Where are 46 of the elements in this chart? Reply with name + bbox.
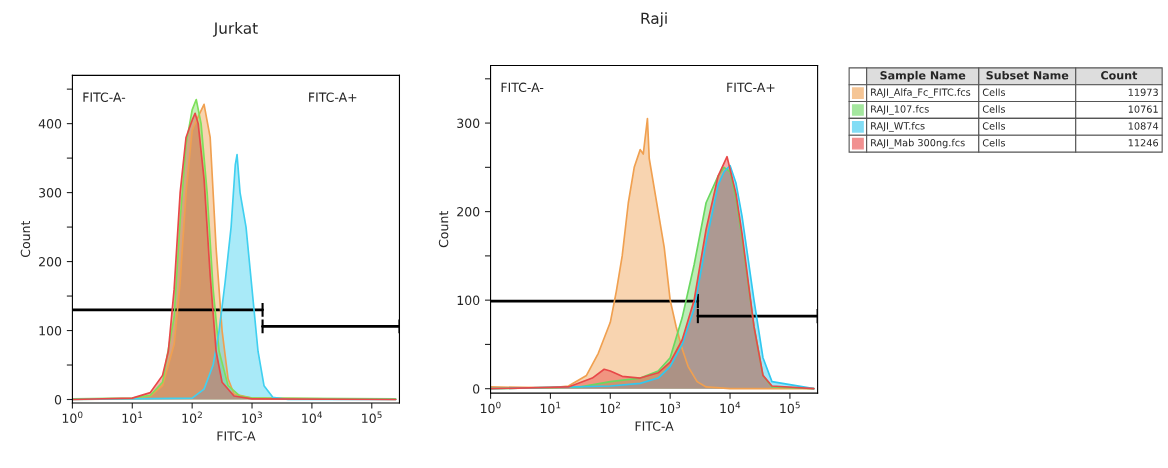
y-tick-label: 100 bbox=[39, 326, 62, 336]
y-tick-label: 300 bbox=[457, 118, 480, 128]
annotation: FITC-A- bbox=[83, 92, 126, 102]
text: 10761 bbox=[1128, 105, 1158, 113]
x-axis-title: FITC-A bbox=[217, 431, 256, 441]
chart-title: Raji bbox=[641, 12, 667, 28]
x-tick-label: 10$^{5}$ bbox=[362, 411, 382, 423]
y-tick-label: 0 bbox=[473, 384, 480, 394]
text: 10874 bbox=[1128, 122, 1159, 130]
y-tick-label: 200 bbox=[457, 207, 480, 217]
y-tick-label: 400 bbox=[38, 119, 62, 129]
x-tick-label: 10$^{4}$ bbox=[302, 411, 322, 423]
text: Count bbox=[1101, 71, 1138, 80]
legend-label: RAJI_Mab 300ng.fcs bbox=[871, 138, 965, 149]
y-axis-title: Count bbox=[20, 220, 31, 258]
x-tick-label: 10$^{0}$ bbox=[480, 401, 501, 414]
text: Subset Name bbox=[986, 70, 1069, 80]
text: Cells bbox=[982, 122, 1006, 130]
x-tick-label: 10$^{3}$ bbox=[660, 401, 681, 414]
x-tick-label: 10$^{2}$ bbox=[182, 411, 202, 423]
x-tick-label: 10$^{5}$ bbox=[780, 401, 800, 414]
text: 11246 bbox=[1128, 139, 1159, 147]
x-tick-label: 10$^{3}$ bbox=[242, 411, 262, 423]
y-tick-label: 200 bbox=[39, 257, 62, 267]
y-axis-title: Count bbox=[438, 211, 449, 248]
annotation: FITC-A+ bbox=[727, 82, 775, 93]
legend-label: RAJI_WT.fcs bbox=[871, 121, 925, 132]
text: 11973 bbox=[1128, 88, 1158, 96]
text: Cells bbox=[982, 88, 1006, 96]
x-tick-label: 10$^{2}$ bbox=[600, 401, 621, 414]
y-tick-label: 0 bbox=[54, 394, 62, 405]
legend-label: RAJI_Alfa_Fc_FITC.fcs bbox=[871, 88, 971, 98]
text: Cells bbox=[982, 105, 1006, 113]
x-tick-label: 10$^{0}$ bbox=[62, 411, 83, 423]
annotation: FITC-A+ bbox=[309, 92, 357, 102]
y-tick-label: 300 bbox=[39, 188, 62, 198]
chart-title: Jurkat bbox=[212, 22, 258, 37]
x-tick-label: 10$^{4}$ bbox=[720, 401, 741, 414]
legend-title: Sample Name bbox=[880, 70, 966, 82]
annotation: FITC-A- bbox=[501, 82, 544, 93]
x-tick-label: 10$^{1}$ bbox=[122, 411, 143, 423]
text: Cells bbox=[982, 138, 1006, 147]
y-tick-label: 100 bbox=[457, 295, 480, 306]
legend-label: RAJI_107.fcs bbox=[871, 105, 929, 115]
x-axis-title: FITC-A bbox=[635, 421, 674, 431]
x-tick-label: 10$^{1}$ bbox=[540, 401, 561, 414]
